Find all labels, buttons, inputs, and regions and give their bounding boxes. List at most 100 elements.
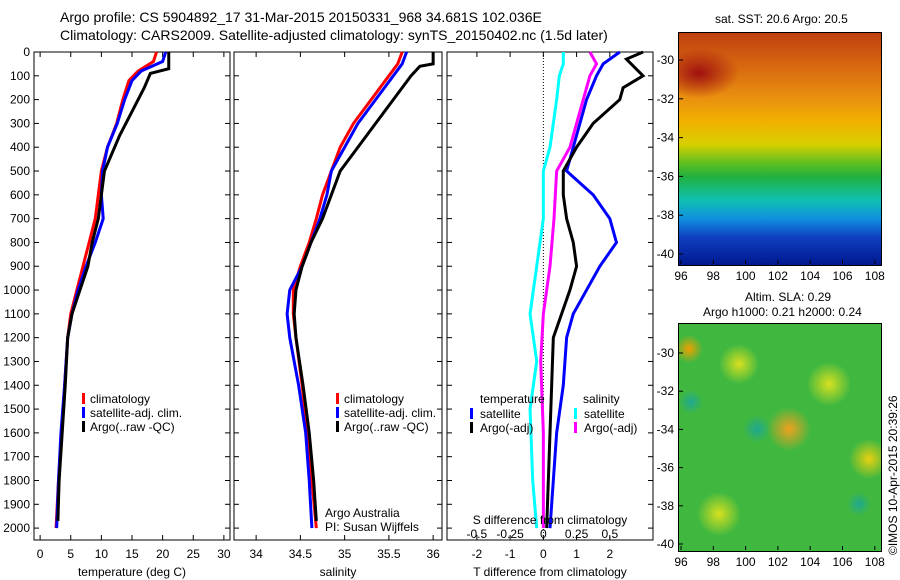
legend-swatch <box>470 408 473 419</box>
x-tick-label: -2 <box>472 547 483 561</box>
legend-label: climatology <box>344 392 404 406</box>
sst-map-title: sat. SST: 20.6 Argo: 20.5 <box>715 12 848 26</box>
legend-swatch <box>82 393 85 404</box>
legend-swatch <box>82 407 85 418</box>
y-tick-label: 1900 <box>3 497 30 511</box>
legend-swatch <box>574 408 577 419</box>
s-tick-label: -0.25 <box>496 527 524 541</box>
series-line-climatology <box>291 51 404 529</box>
s-axis-label: S difference from climatology <box>473 513 628 527</box>
legend-swatch <box>470 422 473 433</box>
sst-lat-label: -34 <box>657 131 675 145</box>
series-line-satellite-adj-clim- <box>55 51 168 529</box>
series-line-argo-raw-qc- <box>292 52 435 522</box>
legend-swatch <box>336 393 339 404</box>
sst-lon-label: 96 <box>674 269 688 283</box>
sst-lon-label: 98 <box>707 269 721 283</box>
x-tick-label: 10 <box>95 547 109 561</box>
series-line-s-satellite <box>528 52 565 529</box>
x-tick-label: 30 <box>217 547 231 561</box>
legend-label: Argo(-adj) <box>584 421 637 435</box>
series-line-t-argo-adj- <box>545 50 646 529</box>
sst-map <box>678 32 882 266</box>
panel-3-frame <box>446 51 654 541</box>
sla-lon-label: 104 <box>800 555 820 569</box>
y-tick-label: 600 <box>10 188 30 202</box>
y-tick-label: 1500 <box>3 402 30 416</box>
series-line-argo-raw-qc- <box>56 52 171 522</box>
y-tick-label: 1800 <box>3 473 30 487</box>
legend-label: satellite <box>584 407 625 421</box>
legend-label: Argo(..raw -QC) <box>344 420 429 434</box>
panel-1-frame <box>33 51 231 541</box>
legend-label: satellite <box>480 407 521 421</box>
sla-lat-label: -36 <box>657 461 675 475</box>
x-tick-label: 2 <box>606 547 613 561</box>
x-axis-label: temperature (deg C) <box>78 565 186 579</box>
sla-lat-label: -34 <box>657 422 675 436</box>
x-tick-label: 0 <box>540 547 547 561</box>
s-tick-label: -0.5 <box>467 527 488 541</box>
legend-label: Argo(-adj) <box>480 421 533 435</box>
y-tick-label: 1000 <box>3 283 30 297</box>
x-tick-label: 35.5 <box>377 547 401 561</box>
x-axis-label: salinity <box>320 565 357 579</box>
sla-map-title-1: Altim. SLA: 0.29 <box>745 290 832 304</box>
sst-lon-label: 104 <box>800 269 820 283</box>
sla-lon-label: 100 <box>736 555 756 569</box>
series-line-satellite-adj-clim- <box>285 51 409 529</box>
sla-lat-label: -30 <box>657 346 675 360</box>
x-tick-label: 35 <box>338 547 352 561</box>
sst-lon-label: 102 <box>768 269 788 283</box>
sla-lat-label: -32 <box>657 384 675 398</box>
legend-swatch <box>574 422 577 433</box>
x-tick-label: 36 <box>426 547 440 561</box>
y-tick-label: 400 <box>10 140 30 154</box>
x-tick-label: 34.5 <box>289 547 313 561</box>
title-line-2: Climatology: CARS2009. Satellite-adjuste… <box>60 27 608 43</box>
sla-lon-label: 96 <box>674 555 688 569</box>
x-tick-label: 1 <box>573 547 580 561</box>
y-tick-label: 300 <box>10 116 30 130</box>
x-axis-label: T difference from climatology <box>473 565 627 579</box>
x-tick-label: 5 <box>67 547 74 561</box>
sst-lon-label: 106 <box>832 269 852 283</box>
s-tick-label: 0.5 <box>602 527 619 541</box>
legend-swatch <box>82 421 85 432</box>
sla-lon-label: 102 <box>768 555 788 569</box>
sla-lon-label: 106 <box>832 555 852 569</box>
y-tick-label: 1200 <box>3 331 30 345</box>
y-tick-label: 0 <box>23 45 30 59</box>
panel-2-frame <box>233 51 443 541</box>
s-tick-label: 0.25 <box>565 527 589 541</box>
sst-lat-label: -30 <box>657 53 675 67</box>
x-tick-label: 15 <box>125 547 139 561</box>
x-tick-label: -1 <box>505 547 516 561</box>
sla-lat-label: -40 <box>657 537 675 551</box>
title-line-1: Argo profile: CS 5904892_17 31-Mar-2015 … <box>60 9 542 25</box>
legend-label: climatology <box>90 392 150 406</box>
sla-lon-label: 98 <box>707 555 721 569</box>
series-line-s-argo-adj- <box>539 51 599 529</box>
y-tick-label: 500 <box>10 164 30 178</box>
y-tick-label: 100 <box>10 69 30 83</box>
y-tick-label: 1100 <box>4 307 30 321</box>
annotation-text: Argo Australia <box>325 506 400 520</box>
x-tick-label: 25 <box>187 547 201 561</box>
y-tick-label: 200 <box>10 93 30 107</box>
sla-lon-label: 108 <box>865 555 885 569</box>
sla-map <box>678 323 882 552</box>
annotation-text: PI: Susan Wijffels <box>325 520 419 534</box>
sst-lat-label: -40 <box>657 247 675 261</box>
sst-lon-label: 100 <box>736 269 756 283</box>
y-tick-label: 1700 <box>3 450 30 464</box>
legend-label: satellite-adj. clim. <box>344 406 436 420</box>
legend-label: satellite-adj. clim. <box>90 406 182 420</box>
x-tick-label: 0 <box>37 547 44 561</box>
series-line-t-satellite <box>548 50 621 529</box>
y-tick-label: 1400 <box>3 378 30 392</box>
s-tick-label: 0 <box>540 527 547 541</box>
sst-lat-label: -36 <box>657 169 675 183</box>
